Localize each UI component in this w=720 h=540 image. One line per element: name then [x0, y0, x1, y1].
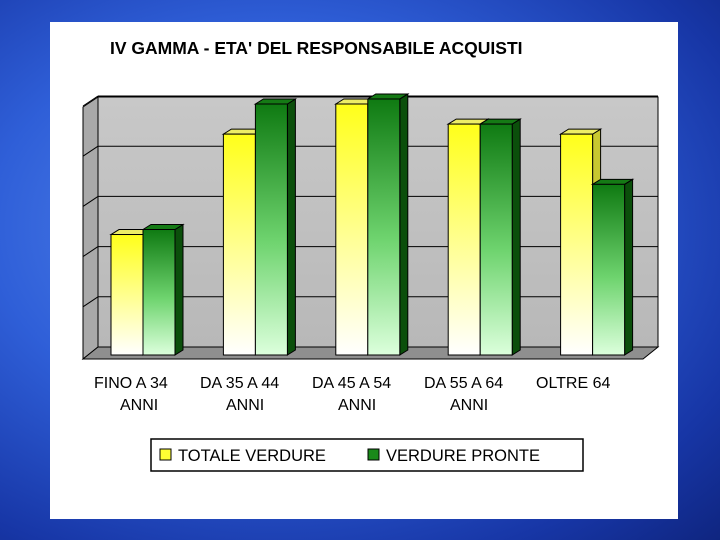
bar-top [590, 178, 635, 185]
category-label-line2: ANNI [120, 397, 158, 414]
bar-side [174, 223, 184, 356]
bar [560, 133, 594, 356]
gridline-side [82, 195, 99, 207]
chart-title: IV GAMMA - ETA' DEL RESPONSABILE ACQUIST… [110, 38, 523, 58]
legend: TOTALE VERDURE VERDURE PRONTE [150, 438, 584, 472]
bar [110, 234, 144, 356]
bar-top [141, 224, 185, 230]
category-label-line1: DA 55 A 64 [424, 375, 503, 392]
gridline-side [82, 296, 99, 308]
bars-group [109, 93, 635, 356]
category-label-line1: DA 45 A 54 [312, 375, 391, 392]
category-label-line1: OLTRE 64 [536, 375, 611, 392]
bar-top [253, 98, 298, 105]
bar [335, 103, 369, 356]
gridline-side [82, 246, 99, 258]
category-label-line1: FINO A 34 [94, 375, 168, 392]
bar [479, 123, 513, 356]
category-label-line2: ANNI [338, 397, 376, 414]
bar-top [558, 128, 603, 135]
bar [447, 123, 481, 356]
plot-side-wall [82, 96, 99, 361]
legend-label-pronte: VERDURE PRONTE [386, 447, 540, 465]
bar-top [366, 93, 410, 100]
category-label-line2: ANNI [450, 397, 488, 414]
gridline-side [82, 95, 99, 107]
gridline-side [82, 145, 99, 157]
bar [254, 103, 288, 356]
legend-swatch-yellow [159, 448, 172, 461]
category-labels: FINO A 34 ANNI DA 35 A 44 ANNI DA 45 A 54 ANN… [94, 375, 611, 414]
bar [367, 98, 401, 356]
legend-swatch-green [367, 448, 380, 461]
bar-side [624, 178, 634, 356]
bar-side [399, 93, 409, 356]
category-label-line1: DA 35 A 44 [200, 375, 279, 392]
bar-side [286, 98, 296, 356]
category-label-line2: ANNI [226, 397, 264, 414]
bar-side [511, 118, 521, 356]
bar [592, 183, 626, 356]
chart-panel: IV GAMMA - ETA' DEL RESPONSABILE ACQUIST… [50, 22, 678, 519]
legend-box [150, 438, 584, 472]
bar [222, 133, 256, 356]
legend-label-totale: TOTALE VERDURE [178, 447, 326, 465]
bar-top [478, 118, 522, 125]
bar [142, 229, 176, 356]
chart-svg: IV GAMMA - ETA' DEL RESPONSABILE ACQUIST… [81, 38, 660, 472]
